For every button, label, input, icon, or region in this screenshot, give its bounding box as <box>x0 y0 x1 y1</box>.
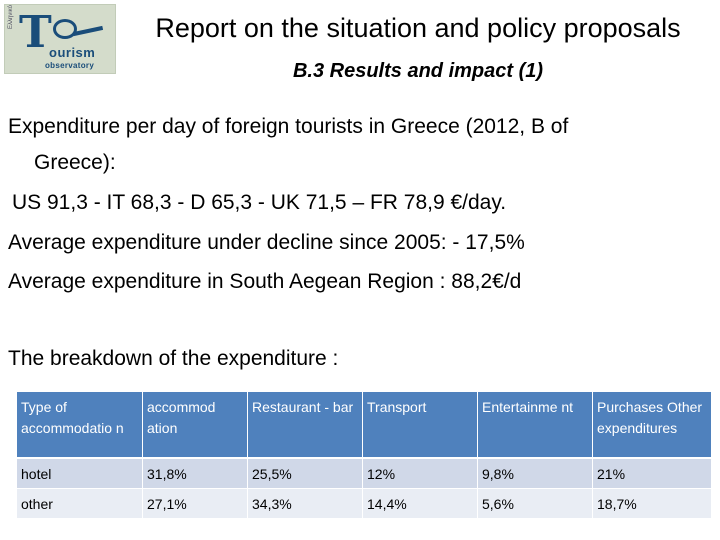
table-cell: other <box>16 488 143 518</box>
slide-subtitle: B.3 Results and impact (1) <box>292 60 544 82</box>
expenditure-breakdown-table: Type of accommodatio n accommod ation Re… <box>16 392 711 518</box>
breakdown-heading: The breakdown of the expenditure : <box>8 347 339 370</box>
table-row: hotel 31,8% 25,5% 12% 9,8% 21% <box>16 457 711 489</box>
header-cell: Transport <box>362 392 478 458</box>
table-cell: 12% <box>362 457 478 489</box>
table-cell: 25,5% <box>247 457 363 489</box>
header-cell: accommod ation <box>142 392 248 458</box>
logo-word-tourism: ourism <box>49 45 96 60</box>
logo-side-text: Eλληνικό <box>8 5 14 29</box>
tourism-observatory-logo: Eλληνικό T ourism observatory <box>4 4 116 74</box>
table-cell: 21% <box>592 457 711 489</box>
table-cell: 18,7% <box>592 488 711 518</box>
header-cell: Restaurant - bar <box>247 392 363 458</box>
table-cell: 5,6% <box>477 488 593 518</box>
header-cell: Purchases Other expenditures <box>592 392 711 458</box>
country-expenditure-line: US 91,3 - IT 68,3 - D 65,3 - UK 71,5 – F… <box>12 191 507 214</box>
slide-title: Report on the situation and policy propo… <box>155 13 681 43</box>
south-aegean-line: Average expenditure in South Aegean Regi… <box>8 270 522 293</box>
table-cell: 34,3% <box>247 488 363 518</box>
decline-line: Average expenditure under decline since … <box>8 231 525 254</box>
logo-word-observatory: observatory <box>45 61 95 70</box>
table-header-row: Type of accommodatio n accommod ation Re… <box>16 392 711 458</box>
expenditure-line-2: Greece): <box>34 151 116 174</box>
expenditure-line-1: Expenditure per day of foreign tourists … <box>8 115 569 138</box>
table-cell: 9,8% <box>477 457 593 489</box>
table-cell: hotel <box>16 457 143 489</box>
header-cell: Entertainme nt <box>477 392 593 458</box>
table-cell: 14,4% <box>362 488 478 518</box>
table-cell: 31,8% <box>142 457 248 489</box>
magnifier-icon <box>53 19 77 39</box>
logo-letter: T <box>19 7 52 58</box>
magnifier-handle <box>72 25 104 37</box>
header-cell: Type of accommodatio n <box>16 392 143 458</box>
table-cell: 27,1% <box>142 488 248 518</box>
table-row: other 27,1% 34,3% 14,4% 5,6% 18,7% <box>16 488 711 518</box>
